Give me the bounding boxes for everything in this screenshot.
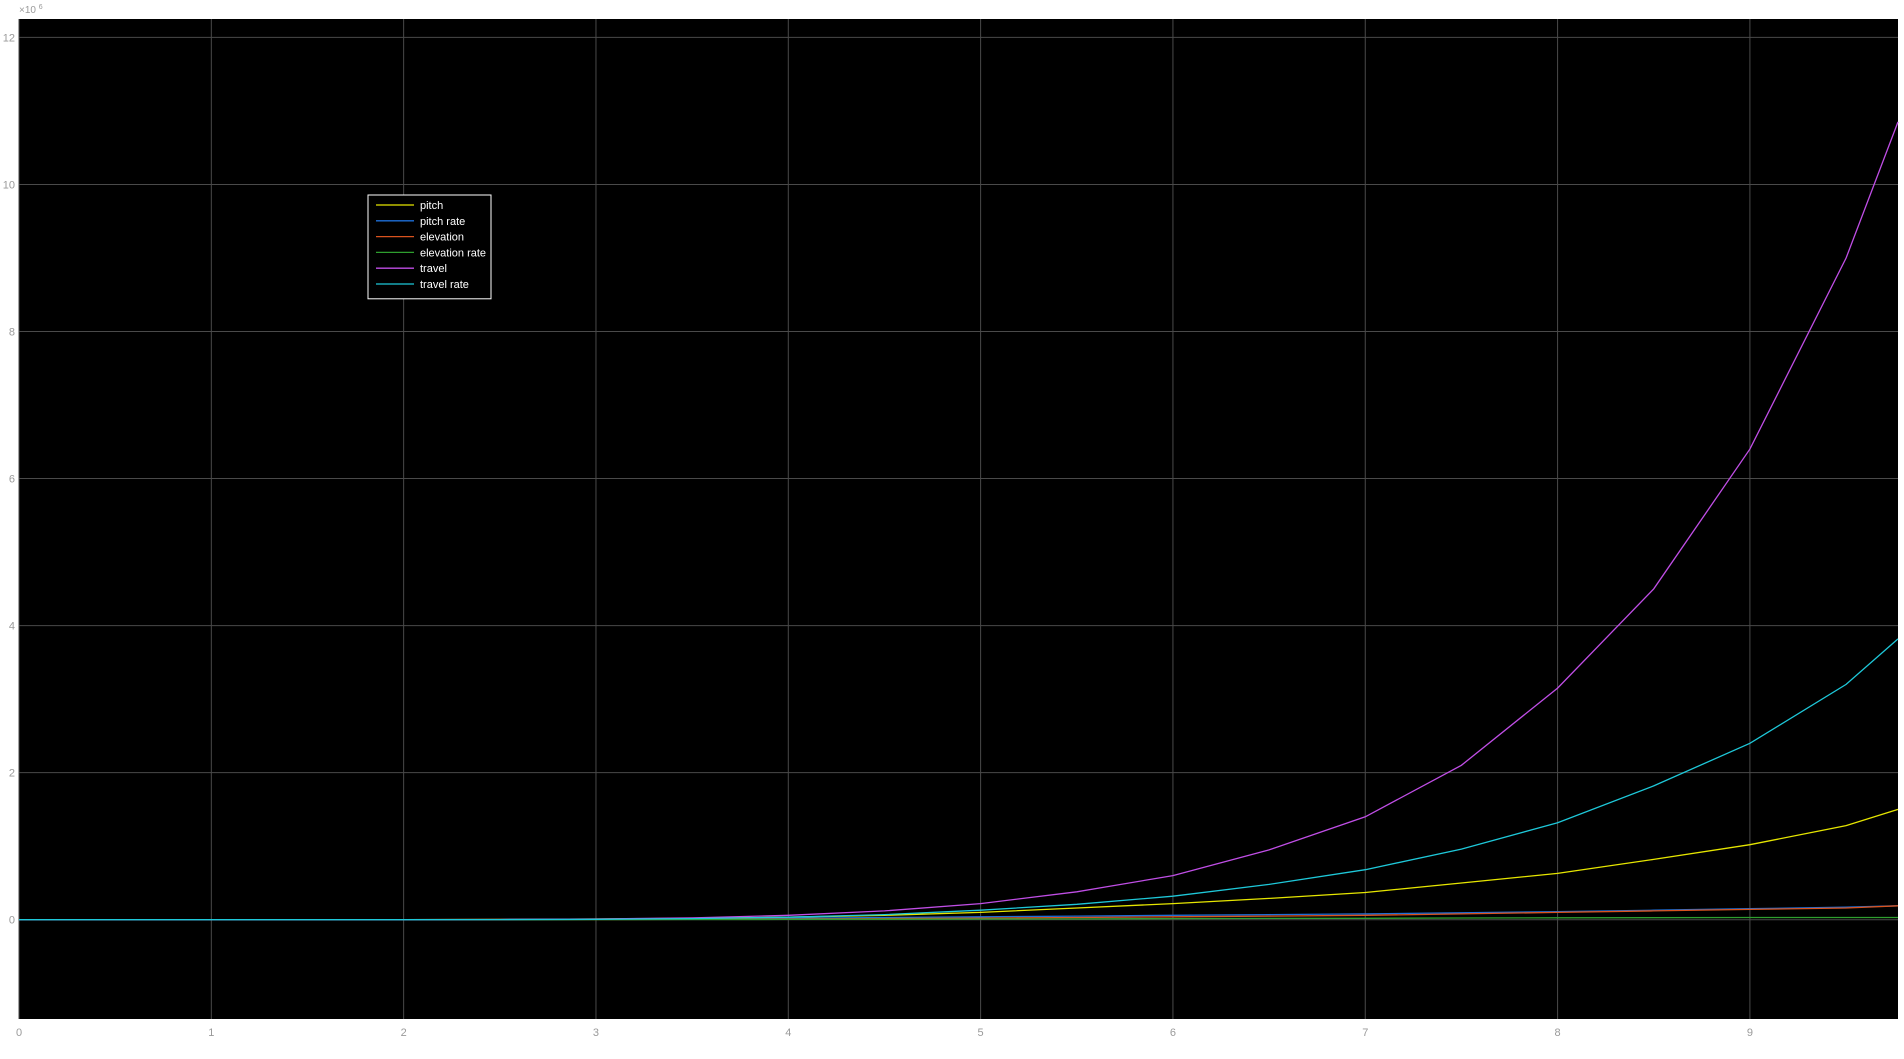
series-lines [19, 121, 1899, 921]
legend-label: elevation rate [420, 247, 486, 259]
y-tick-label: 0 [9, 915, 15, 927]
x-tick-label: 4 [785, 1027, 791, 1039]
x-tick-label: 9 [1747, 1027, 1753, 1039]
y-tick-label: 6 [9, 474, 15, 486]
legend-label: travel rate [420, 279, 469, 291]
x-tick-label: 5 [978, 1027, 984, 1039]
legend-label: pitch [420, 200, 443, 212]
legend[interactable]: pitch pitch rate elevation elevation rate tr… [367, 194, 492, 300]
y-tick-label: 12 [3, 32, 15, 44]
x-tick-label: 6 [1170, 1027, 1176, 1039]
legend-label: travel [420, 263, 447, 275]
y-tick-label: 8 [9, 327, 15, 339]
y-exponent-power: 6 [39, 4, 43, 11]
x-tick-label: 1 [208, 1027, 214, 1039]
y-tick-label: 4 [9, 621, 15, 633]
legend-label: pitch rate [420, 216, 465, 228]
x-tick-label: 7 [1362, 1027, 1368, 1039]
x-tick-label: 2 [401, 1027, 407, 1039]
plot-area [19, 19, 1898, 1019]
y-tick-label: 10 [3, 179, 15, 191]
y-tick-label: 2 [9, 768, 15, 780]
x-tick-label: 3 [593, 1027, 599, 1039]
legend-box [367, 194, 492, 300]
x-tick-label: 0 [16, 1027, 22, 1039]
series-line-travel-rate [19, 638, 1899, 921]
x-tick-label: 8 [1555, 1027, 1561, 1039]
y-axis-exponent: ×10 6 [19, 4, 43, 16]
y-exponent-base: ×10 [19, 5, 36, 16]
legend-label: elevation [420, 232, 464, 244]
